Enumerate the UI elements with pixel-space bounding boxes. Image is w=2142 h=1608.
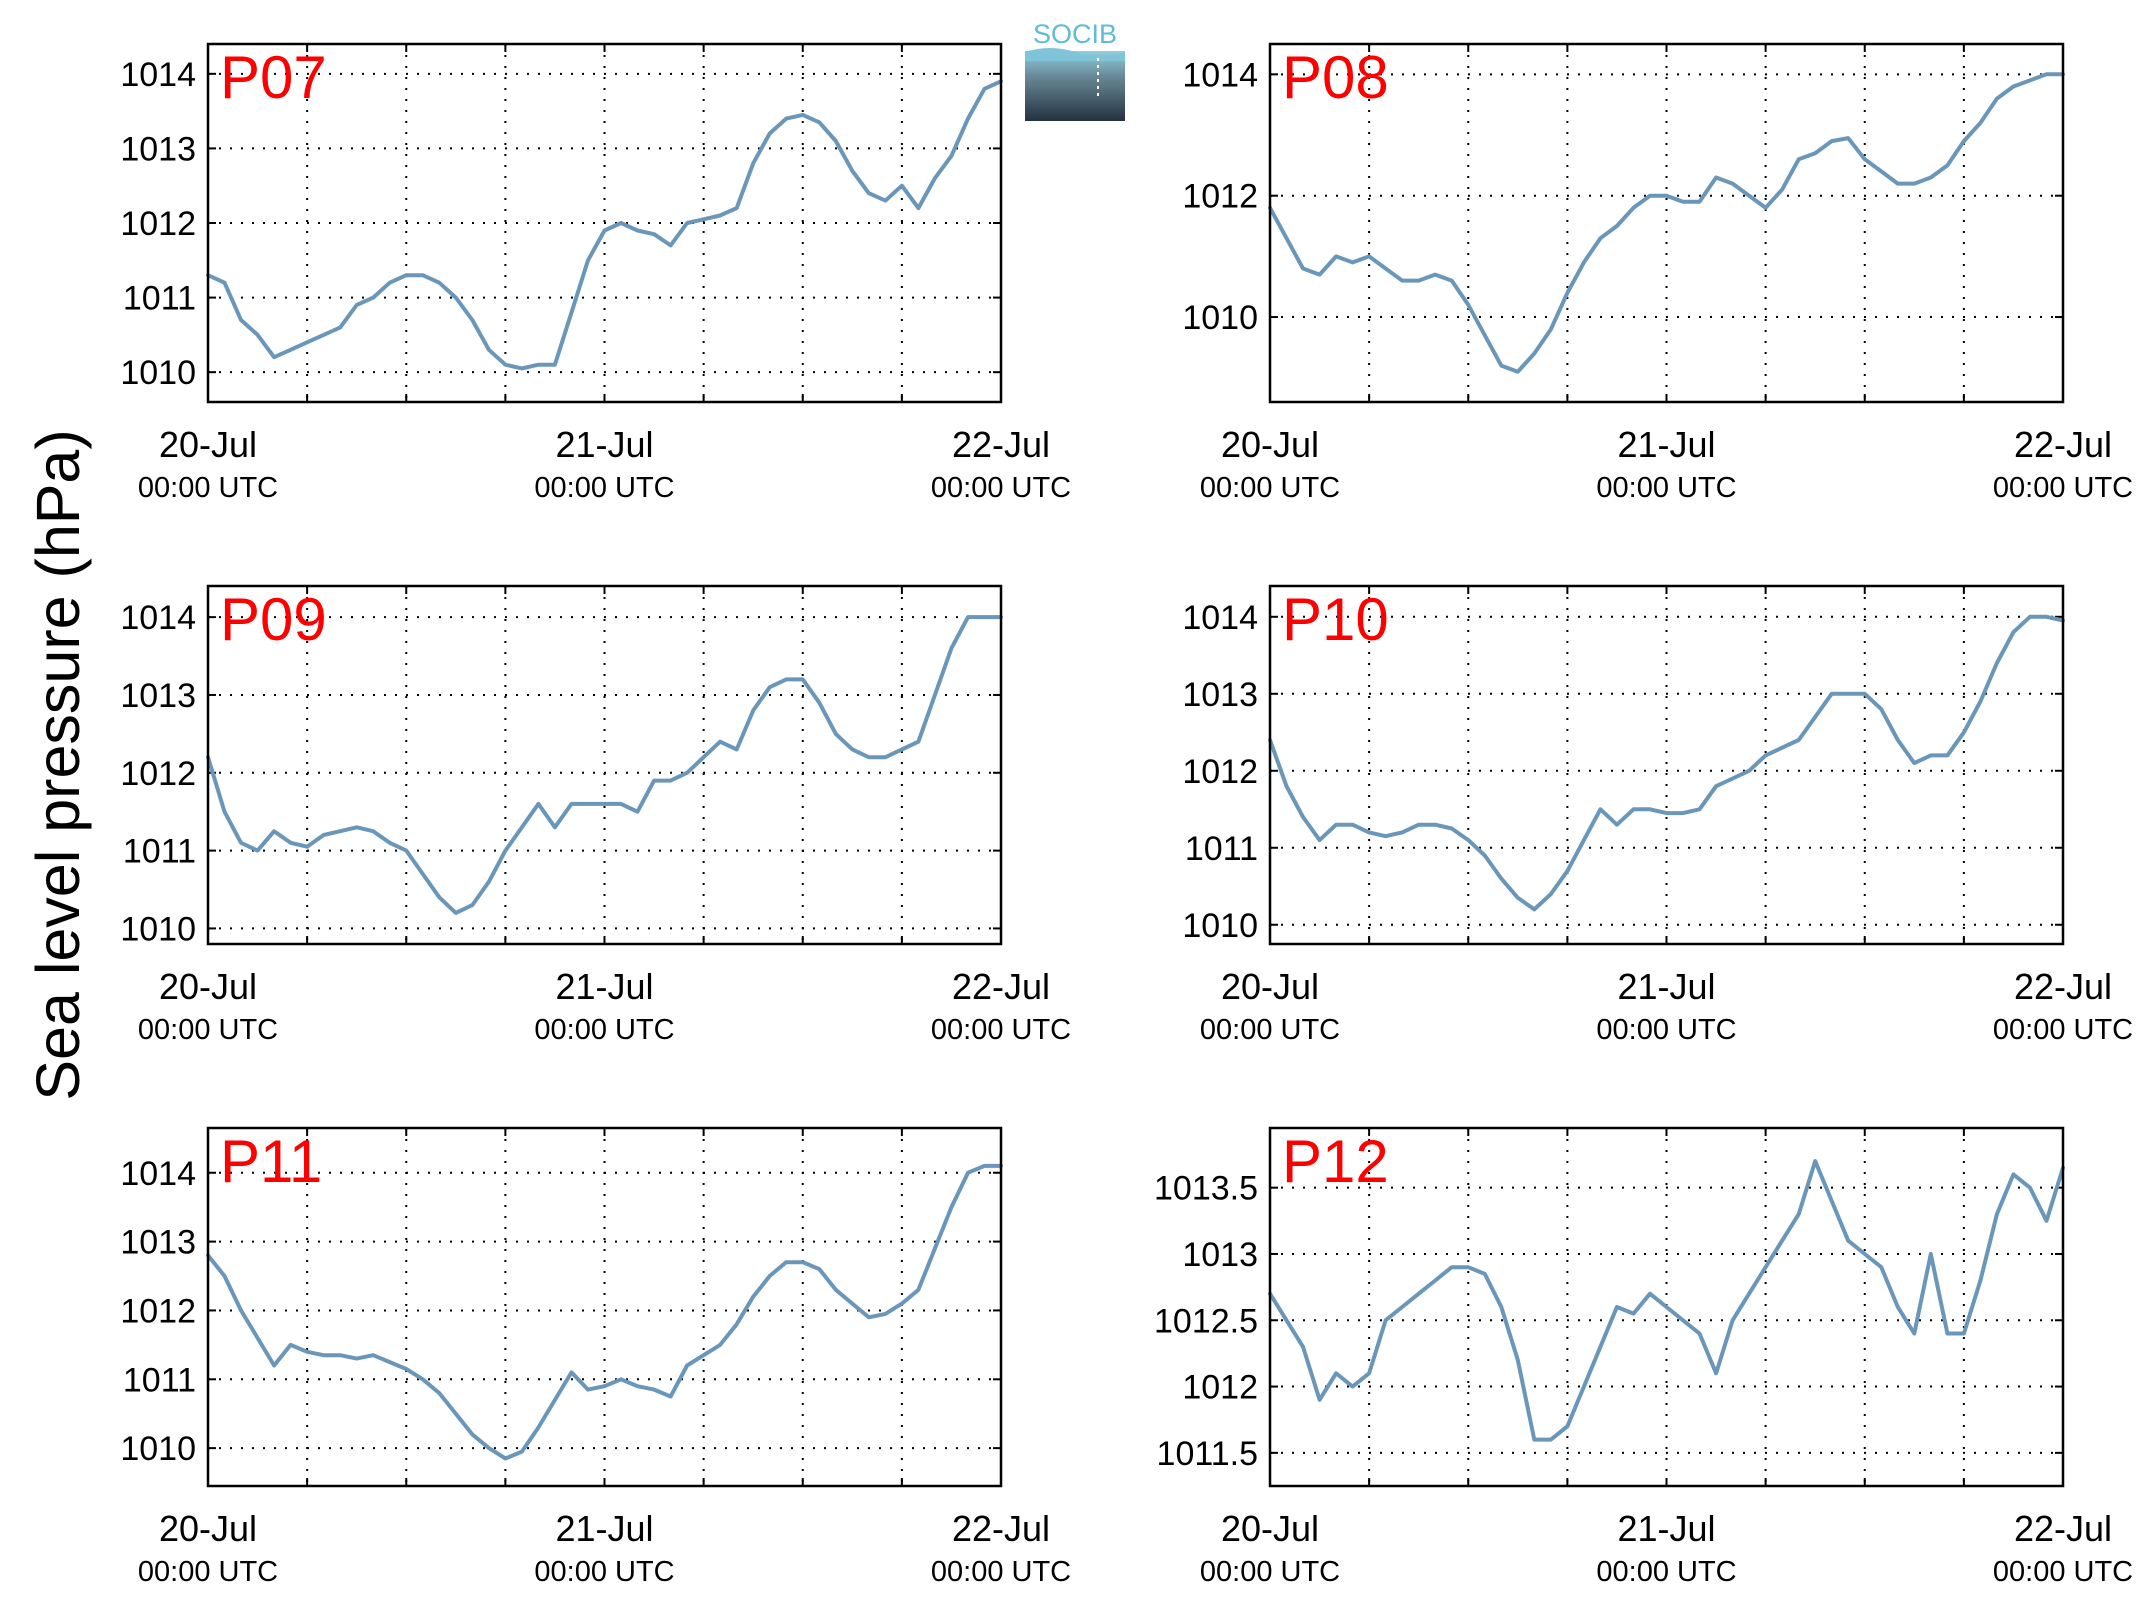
x-tick-time: 00:00 UTC bbox=[1596, 472, 1736, 504]
y-tick-label: 1014 bbox=[120, 56, 196, 94]
y-tick-label: 1014 bbox=[1182, 56, 1258, 94]
x-tick-time: 00:00 UTC bbox=[534, 472, 674, 504]
x-tick-date: 22-Jul bbox=[952, 966, 1050, 1007]
y-axis-label: Sea level pressure (hPa) bbox=[24, 429, 92, 1101]
plot-frame bbox=[1268, 1126, 2065, 1488]
socib-logo: SOCIB bbox=[1025, 19, 1125, 121]
y-tick-label: 1013 bbox=[120, 130, 196, 168]
x-tick-date: 21-Jul bbox=[1617, 966, 1715, 1007]
x-tick-time: 00:00 UTC bbox=[138, 472, 278, 504]
x-tick-date: 20-Jul bbox=[159, 1508, 257, 1549]
x-tick-date: 21-Jul bbox=[555, 1508, 653, 1549]
y-tick-label: 1013.5 bbox=[1154, 1170, 1258, 1208]
y-tick-label: 1011 bbox=[123, 1361, 196, 1399]
x-tick-time: 00:00 UTC bbox=[138, 1556, 278, 1588]
x-tick-date: 21-Jul bbox=[555, 424, 653, 465]
y-tick-label: 1012 bbox=[1182, 753, 1258, 791]
chart-panel-p10: 1010 1011 1012 1013 1014 P10 20-Jul 00:00 UTC 21… bbox=[1182, 584, 2133, 1046]
plot-frame bbox=[1268, 42, 2065, 404]
chart-panel-p09: 1010 1011 1012 1013 1014 P09 20-Jul 00:00 UTC 21… bbox=[120, 584, 1071, 1046]
y-tick-label: 1013 bbox=[1182, 1236, 1258, 1274]
plot-frame bbox=[206, 584, 1003, 946]
x-tick-time: 00:00 UTC bbox=[931, 1014, 1071, 1046]
x-tick-time: 00:00 UTC bbox=[1596, 1556, 1736, 1588]
x-tick-time: 00:00 UTC bbox=[1200, 472, 1340, 504]
y-tick-label: 1012 bbox=[120, 755, 196, 793]
x-tick-date: 22-Jul bbox=[2014, 424, 2112, 465]
x-tick-time: 00:00 UTC bbox=[931, 1556, 1071, 1588]
y-tick-label: 1012.5 bbox=[1154, 1302, 1258, 1340]
x-tick-time: 00:00 UTC bbox=[534, 1556, 674, 1588]
x-tick-time: 00:00 UTC bbox=[1993, 1556, 2133, 1588]
y-tick-label: 1014 bbox=[120, 599, 196, 637]
y-tick-label: 1011 bbox=[123, 833, 196, 871]
series-line-p07 bbox=[206, 79, 1003, 371]
series-line-p11 bbox=[206, 1163, 1003, 1461]
chart-panel-p11: 1010 1011 1012 1013 1014 P11 20-Jul 00:00 UTC 21… bbox=[120, 1126, 1071, 1588]
x-tick-time: 00:00 UTC bbox=[1993, 472, 2133, 504]
x-tick-date: 22-Jul bbox=[952, 424, 1050, 465]
plot-frame bbox=[206, 42, 1003, 404]
x-tick-time: 00:00 UTC bbox=[1993, 1014, 2133, 1046]
x-tick-date: 20-Jul bbox=[159, 966, 257, 1007]
chart-panel-p08: 1010 1012 1014 P08 20-Jul 00:00 UTC 21-Jul 00:0… bbox=[1182, 42, 2133, 504]
series-line-p12 bbox=[1268, 1159, 2065, 1442]
y-tick-label: 1012 bbox=[120, 1292, 196, 1330]
y-tick-label: 1013 bbox=[120, 1224, 196, 1262]
station-label: P07 bbox=[220, 44, 327, 111]
x-tick-date: 20-Jul bbox=[1221, 1508, 1319, 1549]
x-tick-date: 21-Jul bbox=[555, 966, 653, 1007]
series-line-p08 bbox=[1268, 72, 2065, 374]
y-tick-label: 1010 bbox=[120, 1430, 196, 1468]
chart-panel-p07: 1010 1011 1012 1013 1014 P07 20-Jul 00:00 UTC 21… bbox=[120, 42, 1071, 504]
x-tick-date: 20-Jul bbox=[159, 424, 257, 465]
series-line-p10 bbox=[1268, 614, 2065, 912]
y-tick-label: 1012 bbox=[1182, 178, 1258, 216]
x-tick-time: 00:00 UTC bbox=[931, 472, 1071, 504]
x-tick-date: 20-Jul bbox=[1221, 966, 1319, 1007]
y-tick-label: 1014 bbox=[120, 1155, 196, 1193]
chart-panel-p12: 1011.5 1012 1012.5 1013 1013.5 P12 20-Jul 00:00… bbox=[1154, 1126, 2133, 1588]
y-tick-label: 1010 bbox=[120, 910, 196, 948]
x-tick-time: 00:00 UTC bbox=[138, 1014, 278, 1046]
x-tick-date: 20-Jul bbox=[1221, 424, 1319, 465]
y-tick-label: 1010 bbox=[1182, 299, 1258, 337]
x-tick-date: 21-Jul bbox=[1617, 1508, 1715, 1549]
y-tick-label: 1012 bbox=[1182, 1369, 1258, 1407]
y-tick-label: 1013 bbox=[1182, 676, 1258, 714]
plot-frame bbox=[206, 1126, 1003, 1488]
x-tick-date: 22-Jul bbox=[2014, 1508, 2112, 1549]
x-tick-date: 22-Jul bbox=[2014, 966, 2112, 1007]
x-tick-date: 22-Jul bbox=[952, 1508, 1050, 1549]
y-tick-label: 1013 bbox=[120, 677, 196, 715]
y-tick-label: 1010 bbox=[120, 354, 196, 392]
x-tick-time: 00:00 UTC bbox=[1596, 1014, 1736, 1046]
y-tick-label: 1011 bbox=[123, 280, 196, 318]
x-tick-date: 21-Jul bbox=[1617, 424, 1715, 465]
station-label: P08 bbox=[1282, 44, 1389, 111]
y-tick-label: 1011.5 bbox=[1157, 1435, 1258, 1473]
station-label: P11 bbox=[220, 1128, 322, 1195]
station-label: P12 bbox=[1282, 1128, 1389, 1195]
y-tick-label: 1010 bbox=[1182, 907, 1258, 945]
station-label: P09 bbox=[220, 586, 327, 653]
y-tick-label: 1014 bbox=[1182, 599, 1258, 637]
plot-frame bbox=[1268, 584, 2065, 946]
x-tick-time: 00:00 UTC bbox=[534, 1014, 674, 1046]
svg-text:SOCIB: SOCIB bbox=[1033, 19, 1117, 49]
series-line-p09 bbox=[206, 615, 1003, 915]
x-tick-time: 00:00 UTC bbox=[1200, 1556, 1340, 1588]
station-label: P10 bbox=[1282, 586, 1389, 653]
y-tick-label: 1012 bbox=[120, 205, 196, 243]
y-tick-label: 1011 bbox=[1185, 830, 1258, 868]
x-tick-time: 00:00 UTC bbox=[1200, 1014, 1340, 1046]
